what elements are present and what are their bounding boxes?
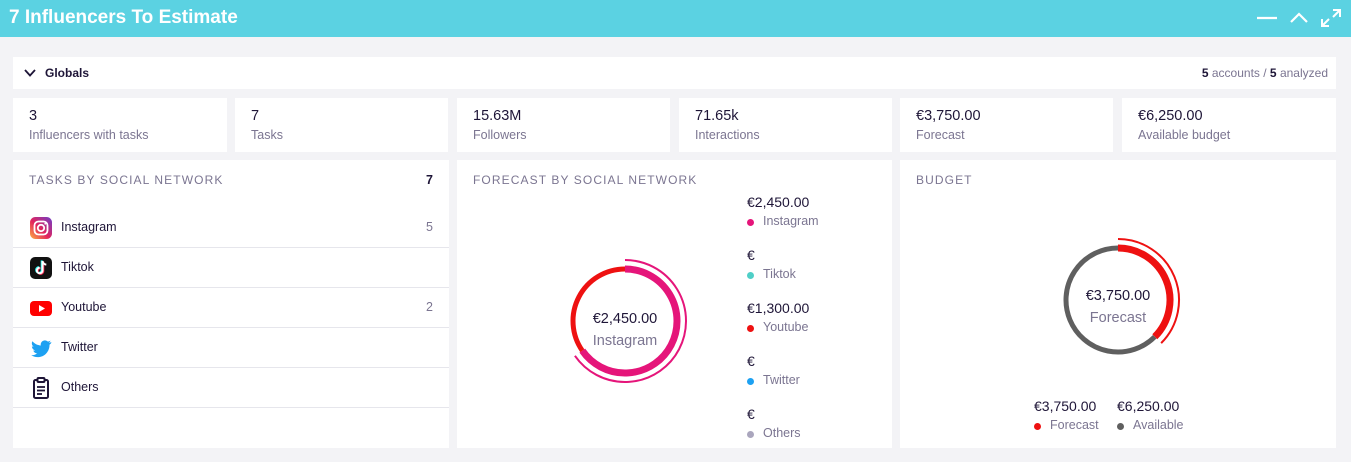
network-row-twitter[interactable]: Twitter bbox=[13, 328, 449, 368]
legend-dot bbox=[747, 431, 754, 438]
donut-slice-instagram[interactable] bbox=[579, 265, 681, 377]
legend-amount: € bbox=[747, 406, 755, 422]
forecast-center-value: €2,450.00 bbox=[592, 311, 658, 327]
page-title: 7 Influencers To Estimate bbox=[9, 7, 238, 28]
accounts-label: accounts / bbox=[1211, 66, 1267, 80]
budget-center-label: Forecast bbox=[1089, 310, 1147, 326]
accounts-count: 5 bbox=[1201, 66, 1209, 80]
kpi-value: 3 bbox=[29, 108, 38, 124]
section-title: BUDGET bbox=[916, 173, 973, 187]
network-count: 5 bbox=[426, 220, 433, 234]
kpi-value: €3,750.00 bbox=[916, 108, 981, 124]
analyzed-count: 5 bbox=[1269, 66, 1277, 80]
kpi-interactions: 71.65k Interactions bbox=[679, 98, 892, 152]
kpi-label: Followers bbox=[473, 128, 527, 142]
legend-amount: €3,750.00 bbox=[1034, 398, 1097, 414]
youtube-icon bbox=[29, 296, 53, 320]
forecast-donut-chart[interactable] bbox=[555, 251, 695, 391]
chevron-down-icon[interactable] bbox=[23, 66, 37, 80]
tiktok-icon bbox=[29, 256, 53, 280]
kpi-label: Available budget bbox=[1138, 128, 1231, 142]
globals-label: Globals bbox=[45, 66, 90, 80]
kpi-followers: 15.63M Followers bbox=[457, 98, 670, 152]
network-name: Others bbox=[61, 380, 99, 394]
legend-name: Twitter bbox=[763, 373, 800, 387]
budget-panel: BUDGET €3,750.00 Forecast €3,750.00 Fore… bbox=[900, 160, 1336, 448]
section-title: TASKS BY SOCIAL NETWORK bbox=[29, 173, 224, 187]
kpi-label: Interactions bbox=[695, 128, 760, 142]
legend-name: Others bbox=[763, 426, 801, 440]
kpi-label: Tasks bbox=[251, 128, 283, 142]
globals-bar[interactable]: Globals 5 accounts / 5 analyzed bbox=[13, 57, 1336, 89]
kpi-tasks: 7 Tasks bbox=[235, 98, 448, 152]
kpi-forecast: €3,750.00 Forecast bbox=[900, 98, 1113, 152]
legend-amount: €2,450.00 bbox=[747, 194, 810, 210]
budget-donut-chart[interactable] bbox=[1048, 230, 1188, 370]
legend-name: Youtube bbox=[763, 320, 809, 334]
tasks-by-network-panel: TASKS BY SOCIAL NETWORK 7 Instagram 5 bbox=[13, 160, 449, 448]
donut-slice-forecast[interactable] bbox=[1117, 244, 1174, 340]
forecast-by-network-panel: FORECAST BY SOCIAL NETWORK €2,450.00 Ins… bbox=[457, 160, 892, 448]
twitter-icon bbox=[29, 336, 53, 360]
accounts-summary: 5 accounts / 5 analyzed bbox=[1202, 66, 1328, 80]
donut-highlight-forecast bbox=[1117, 238, 1180, 344]
legend-amount: €1,300.00 bbox=[747, 300, 810, 316]
legend-name: Available bbox=[1133, 418, 1184, 432]
network-name: Twitter bbox=[61, 340, 98, 354]
clipboard-icon bbox=[29, 376, 53, 400]
tasks-total: 7 bbox=[426, 173, 433, 187]
legend-dot bbox=[747, 378, 754, 385]
kpi-value: 7 bbox=[251, 108, 260, 124]
kpi-influencers-with-tasks: 3 Influencers with tasks bbox=[13, 98, 227, 152]
section-title: FORECAST BY SOCIAL NETWORK bbox=[473, 173, 698, 187]
legend-dot bbox=[1034, 423, 1041, 430]
legend-amount: € bbox=[747, 247, 755, 263]
kpi-available-budget: €6,250.00 Available budget bbox=[1122, 98, 1336, 152]
instagram-icon bbox=[29, 216, 53, 240]
kpi-label: Forecast bbox=[916, 128, 965, 142]
kpi-value: €6,250.00 bbox=[1138, 108, 1203, 124]
network-name: Instagram bbox=[61, 220, 117, 234]
legend-dot bbox=[1117, 423, 1124, 430]
minimize-icon[interactable] bbox=[1255, 7, 1279, 29]
budget-donut-center: €3,750.00 Forecast bbox=[1068, 288, 1168, 326]
donut-slice-available[interactable] bbox=[1063, 245, 1157, 355]
kpi-value: 71.65k bbox=[695, 108, 739, 124]
donut-highlight-instagram bbox=[574, 259, 688, 383]
network-name: Youtube bbox=[61, 300, 107, 314]
legend-name: Tiktok bbox=[763, 267, 796, 281]
legend-dot bbox=[747, 325, 754, 332]
network-row-youtube[interactable]: Youtube 2 bbox=[13, 288, 449, 328]
legend-dot bbox=[747, 219, 754, 226]
network-row-others[interactable]: Others bbox=[13, 368, 449, 408]
network-name: Tiktok bbox=[61, 260, 94, 274]
budget-center-value: €3,750.00 bbox=[1085, 288, 1151, 304]
kpi-value: 15.63M bbox=[473, 108, 522, 124]
legend-name: Forecast bbox=[1050, 418, 1099, 432]
forecast-donut-center: €2,450.00 Instagram bbox=[575, 311, 675, 349]
network-row-tiktok[interactable]: Tiktok bbox=[13, 248, 449, 288]
legend-name: Instagram bbox=[763, 214, 819, 228]
forecast-center-label: Instagram bbox=[592, 333, 658, 349]
legend-dot bbox=[747, 272, 754, 279]
analyzed-label: analyzed bbox=[1279, 66, 1328, 80]
network-count: 2 bbox=[426, 300, 433, 314]
collapse-icon[interactable] bbox=[1287, 7, 1311, 29]
expand-icon[interactable] bbox=[1319, 7, 1343, 29]
kpi-label: Influencers with tasks bbox=[29, 128, 149, 142]
network-row-instagram[interactable]: Instagram 5 bbox=[13, 208, 449, 248]
legend-amount: € bbox=[747, 353, 755, 369]
donut-slice-youtube[interactable] bbox=[570, 266, 626, 353]
legend-amount: €6,250.00 bbox=[1117, 398, 1180, 414]
title-bar: 7 Influencers To Estimate bbox=[0, 0, 1351, 37]
